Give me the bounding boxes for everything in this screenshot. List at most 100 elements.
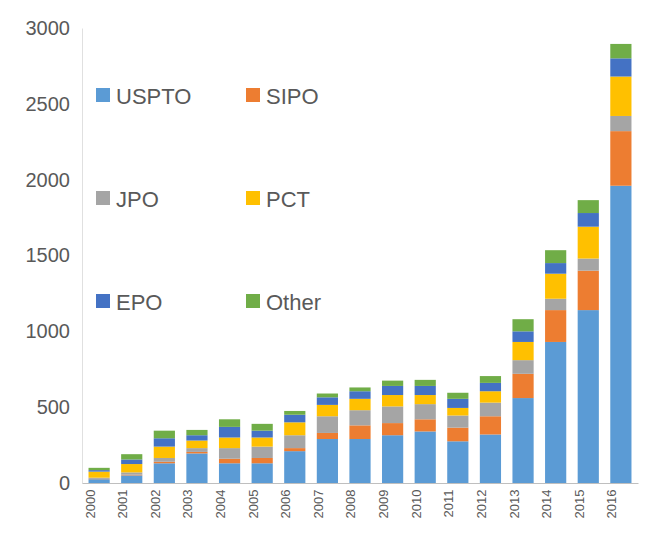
- bar-segment: [447, 416, 468, 428]
- bar-segment: [512, 331, 533, 342]
- legend: USPTO SIPO JPO PCT EPO Other: [96, 84, 321, 315]
- bar-segment: [349, 439, 370, 483]
- bar-segment: [349, 425, 370, 439]
- bar-segment: [610, 186, 631, 483]
- x-tick-label: 2013: [506, 490, 521, 519]
- bar-segment: [186, 453, 207, 483]
- x-tick-label: 2005: [246, 490, 261, 519]
- bar-segment: [578, 310, 599, 483]
- bar-segment: [219, 448, 240, 459]
- y-axis: 050010001500200025003000: [26, 17, 83, 494]
- x-tick: 2006: [278, 490, 293, 519]
- series-bars: [89, 44, 632, 470]
- x-tick-label: 2015: [572, 490, 587, 519]
- bar-segment: [349, 391, 370, 399]
- bar-segment: [317, 416, 338, 433]
- bar-segment: [219, 438, 240, 449]
- legend-item: JPO: [96, 187, 159, 212]
- x-tick: 2003: [180, 490, 195, 519]
- bar-segment: [121, 472, 142, 474]
- bar-segment: [154, 462, 175, 464]
- x-tick: 2011: [441, 490, 456, 518]
- x-tick: 2010: [409, 490, 424, 519]
- bar-segment: [610, 77, 631, 116]
- x-tick: 2002: [148, 490, 163, 519]
- x-axis-line: [83, 483, 639, 484]
- bar-segment: [186, 452, 207, 454]
- series-bars: [89, 58, 632, 471]
- bar-segment: [480, 383, 501, 391]
- x-tick-label: 2014: [539, 490, 554, 519]
- bar-segment: [545, 342, 566, 483]
- series-bars: [89, 116, 632, 479]
- legend-item: Other: [246, 290, 321, 315]
- bar-segment: [317, 433, 338, 439]
- bar-segment: [252, 438, 273, 447]
- bar-segment: [415, 395, 436, 404]
- y-tick-label: 2500: [26, 93, 71, 115]
- bar-segment: [382, 423, 403, 435]
- x-tick-label: 2000: [83, 490, 98, 519]
- legend-label: EPO: [116, 290, 162, 315]
- x-tick-label: 2004: [213, 490, 228, 519]
- bar-segment: [121, 454, 142, 459]
- bar-segment: [349, 410, 370, 425]
- bar-segment: [415, 380, 436, 386]
- bar-segment: [578, 259, 599, 271]
- bar-segment: [317, 405, 338, 416]
- bar-segment: [154, 438, 175, 446]
- bar-segment: [512, 374, 533, 398]
- bar-segment: [154, 447, 175, 458]
- legend-label: PCT: [266, 187, 310, 212]
- bar-segment: [284, 411, 305, 415]
- legend-item: SIPO: [246, 84, 319, 109]
- bar-segment: [512, 398, 533, 483]
- legend-item: EPO: [96, 290, 162, 315]
- y-tick: 0: [59, 472, 82, 494]
- bar-segment: [219, 459, 240, 464]
- legend-swatch: [246, 191, 260, 205]
- x-tick: 2014: [539, 490, 554, 519]
- legend-swatch: [96, 191, 110, 205]
- bar-segment: [480, 416, 501, 434]
- bar-segment: [252, 424, 273, 431]
- bar-segment: [578, 200, 599, 213]
- bar-segment: [121, 464, 142, 472]
- bar-segment: [545, 263, 566, 274]
- x-tick-label: 2002: [148, 490, 163, 519]
- x-tick-label: 2008: [343, 490, 358, 519]
- x-tick: 2016: [604, 490, 619, 519]
- bar-segment: [349, 387, 370, 391]
- bar-segment: [447, 393, 468, 399]
- legend-swatch: [96, 88, 110, 102]
- bar-segment: [89, 479, 110, 483]
- bar-segment: [317, 394, 338, 398]
- x-tick-label: 2016: [604, 490, 619, 519]
- bar-segment: [89, 478, 110, 479]
- y-tick: 500: [37, 396, 82, 418]
- series-bars: [89, 186, 632, 483]
- bar-segment: [545, 299, 566, 310]
- legend-swatch: [96, 294, 110, 308]
- x-tick-label: 2001: [115, 490, 130, 519]
- legend-label: USPTO: [116, 84, 191, 109]
- series-bars: [89, 77, 632, 478]
- x-tick: 2001: [115, 490, 130, 519]
- bar-segment: [512, 319, 533, 331]
- legend-label: JPO: [116, 187, 159, 212]
- bar-segment: [578, 227, 599, 259]
- x-tick-label: 2011: [441, 490, 456, 518]
- bar-segment: [480, 391, 501, 402]
- x-tick-label: 2009: [376, 490, 391, 519]
- bar-segment: [284, 451, 305, 483]
- y-tick-label: 500: [37, 396, 70, 418]
- x-tick: 2007: [311, 490, 326, 519]
- legend-swatch: [246, 294, 260, 308]
- legend-label: Other: [266, 290, 321, 315]
- chart: 0500100015002000250030002000200120022003…: [0, 0, 648, 548]
- bar-segment: [121, 475, 142, 483]
- bar-segment: [447, 399, 468, 408]
- x-tick: 2004: [213, 490, 228, 519]
- plot-area: 0500100015002000250030002000200120022003…: [26, 17, 639, 519]
- bar-segment: [252, 447, 273, 458]
